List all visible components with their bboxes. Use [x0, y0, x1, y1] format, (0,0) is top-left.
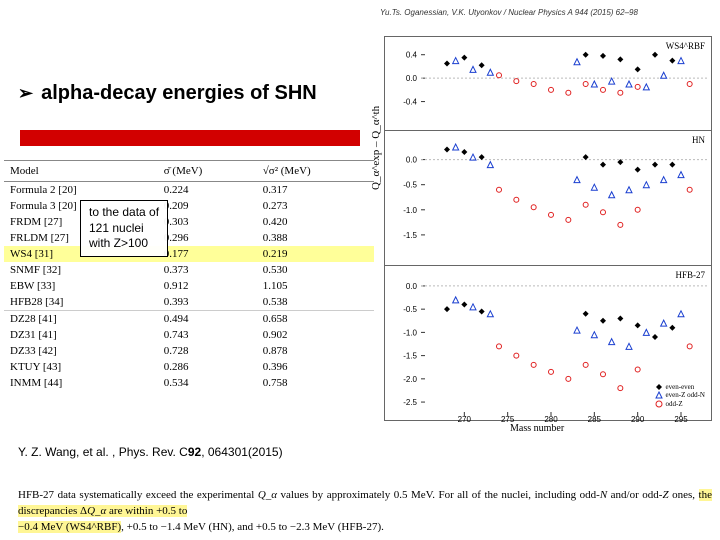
- svg-text:0.0: 0.0: [406, 156, 418, 165]
- bullet-arrow-icon: ➢: [18, 83, 33, 104]
- table-cell: 0.743: [158, 327, 257, 343]
- svg-text:290: 290: [631, 415, 645, 422]
- svg-text:-2.5: -2.5: [403, 398, 417, 407]
- table-cell: 0.393: [158, 294, 257, 311]
- svg-text:295: 295: [674, 415, 688, 422]
- table-cell: 0.912: [158, 278, 257, 294]
- annot-line: 121 nuclei: [89, 221, 159, 237]
- table-cell: 0.373: [158, 262, 257, 278]
- svg-text:-1.0: -1.0: [403, 206, 417, 215]
- annot-line: with Z>100: [89, 236, 159, 252]
- table-cell: 0.273: [257, 198, 374, 214]
- table-cell: DZ31 [41]: [4, 327, 158, 343]
- footer-seg: and/or odd-: [607, 489, 662, 501]
- svg-text:0.4: 0.4: [406, 51, 418, 60]
- cite-vol: 92: [188, 445, 201, 459]
- model-table: Model σ̄ (MeV) √σ² (MeV) Formula 2 [20]0…: [4, 160, 374, 391]
- table-cell: 0.209: [158, 198, 257, 214]
- table-cell: Formula 2 [20]: [4, 182, 158, 199]
- svg-text:0.0: 0.0: [406, 74, 418, 83]
- cite-prefix: Y. Z. Wang, et al. , Phys. Rev. C: [18, 445, 188, 459]
- title-text: alpha-decay energies of SHN: [41, 82, 317, 105]
- table-cell: 0.286: [158, 359, 257, 375]
- svg-text:-0.5: -0.5: [403, 181, 417, 190]
- table-cell: 0.758: [257, 375, 374, 391]
- annot-line: to the data of: [89, 205, 159, 221]
- chart-legend: even-eveneven-Z odd-Nodd-Z: [655, 383, 705, 408]
- footer-seg: HFB-27 data systematically exceed the ex…: [18, 489, 258, 501]
- panel-label: HN: [692, 135, 705, 145]
- table-cell: 0.317: [257, 182, 374, 199]
- table-cell: 0.878: [257, 343, 374, 359]
- table-cell: 0.303: [158, 214, 257, 230]
- svg-text:285: 285: [588, 415, 602, 422]
- footer-seg: , +0.5 to −1.4 MeV (HN), and +0.5 to −2.…: [121, 521, 384, 533]
- panel-label: HFB-27: [675, 270, 705, 280]
- bottom-citation: Y. Z. Wang, et al. , Phys. Rev. C92, 064…: [18, 445, 283, 459]
- table-cell: DZ33 [42]: [4, 343, 158, 359]
- svg-text:270: 270: [458, 415, 472, 422]
- footer-seg: ones,: [669, 489, 699, 501]
- table-cell: 0.494: [158, 311, 257, 328]
- accent-bar: [20, 130, 360, 146]
- footer-q: Q_α: [258, 489, 277, 501]
- footer-seg: are within +0.5 to: [106, 505, 187, 517]
- col-model: Model: [4, 161, 158, 182]
- table-cell: 0.530: [257, 262, 374, 278]
- table-cell: 0.224: [158, 182, 257, 199]
- table-cell: 0.538: [257, 294, 374, 311]
- footer-seg: values by approximately 0.5 MeV. For all…: [277, 489, 600, 501]
- svg-text:-0.4: -0.4: [403, 98, 417, 107]
- chart-xlabel: Mass number: [510, 423, 564, 434]
- section-title: ➢ alpha-decay energies of SHN: [18, 82, 317, 105]
- table-cell-highlight: 0.177: [158, 246, 257, 262]
- table-cell: 1.105: [257, 278, 374, 294]
- header-citation: Yu.Ts. Oganessian, V.K. Utyonkov / Nucle…: [380, 8, 638, 17]
- table-cell: INMM [44]: [4, 375, 158, 391]
- svg-text:275: 275: [501, 415, 515, 422]
- table-cell: 0.658: [257, 311, 374, 328]
- svg-text:-1.5: -1.5: [403, 231, 417, 240]
- footer-highlight: −0.4 MeV (WS4^RBF): [18, 521, 121, 533]
- cite-suffix: , 064301(2015): [201, 445, 282, 459]
- table-cell: 0.388: [257, 230, 374, 246]
- svg-text:-1.0: -1.0: [403, 328, 417, 337]
- col-rms: √σ² (MeV): [257, 161, 374, 182]
- svg-text:-0.5: -0.5: [403, 305, 417, 314]
- table-cell: 0.296: [158, 230, 257, 246]
- table-cell: HFB28 [34]: [4, 294, 158, 311]
- table-cell: 0.420: [257, 214, 374, 230]
- table-cell-highlight: 0.219: [257, 246, 374, 262]
- table-cell: 0.396: [257, 359, 374, 375]
- chart-panels: -0.4 0.0 0.4 WS4^RBF -1.5 -1.0 -0.5 0.0 HN -2.5 -2…: [384, 36, 712, 421]
- svg-text:280: 280: [544, 415, 558, 422]
- col-sigma: σ̄ (MeV): [158, 161, 257, 182]
- svg-text:-2.0: -2.0: [403, 375, 417, 384]
- chart-ylabel: Q_α^exp – Q_α^th: [370, 106, 382, 190]
- table-cell: KTUY [43]: [4, 359, 158, 375]
- table-cell: 0.534: [158, 375, 257, 391]
- svg-text:-1.5: -1.5: [403, 352, 417, 361]
- table-cell: EBW [33]: [4, 278, 158, 294]
- table-cell: SNMF [32]: [4, 262, 158, 278]
- panel-label: WS4^RBF: [666, 41, 705, 51]
- table-cell: DZ28 [41]: [4, 311, 158, 328]
- annotation-box: to the data of 121 nuclei with Z>100: [80, 200, 168, 257]
- table-cell: 0.902: [257, 327, 374, 343]
- footer-text: HFB-27 data systematically exceed the ex…: [18, 488, 712, 536]
- table-cell: 0.728: [158, 343, 257, 359]
- svg-text:0.0: 0.0: [406, 282, 418, 291]
- footer-q2: Q_α: [87, 505, 106, 517]
